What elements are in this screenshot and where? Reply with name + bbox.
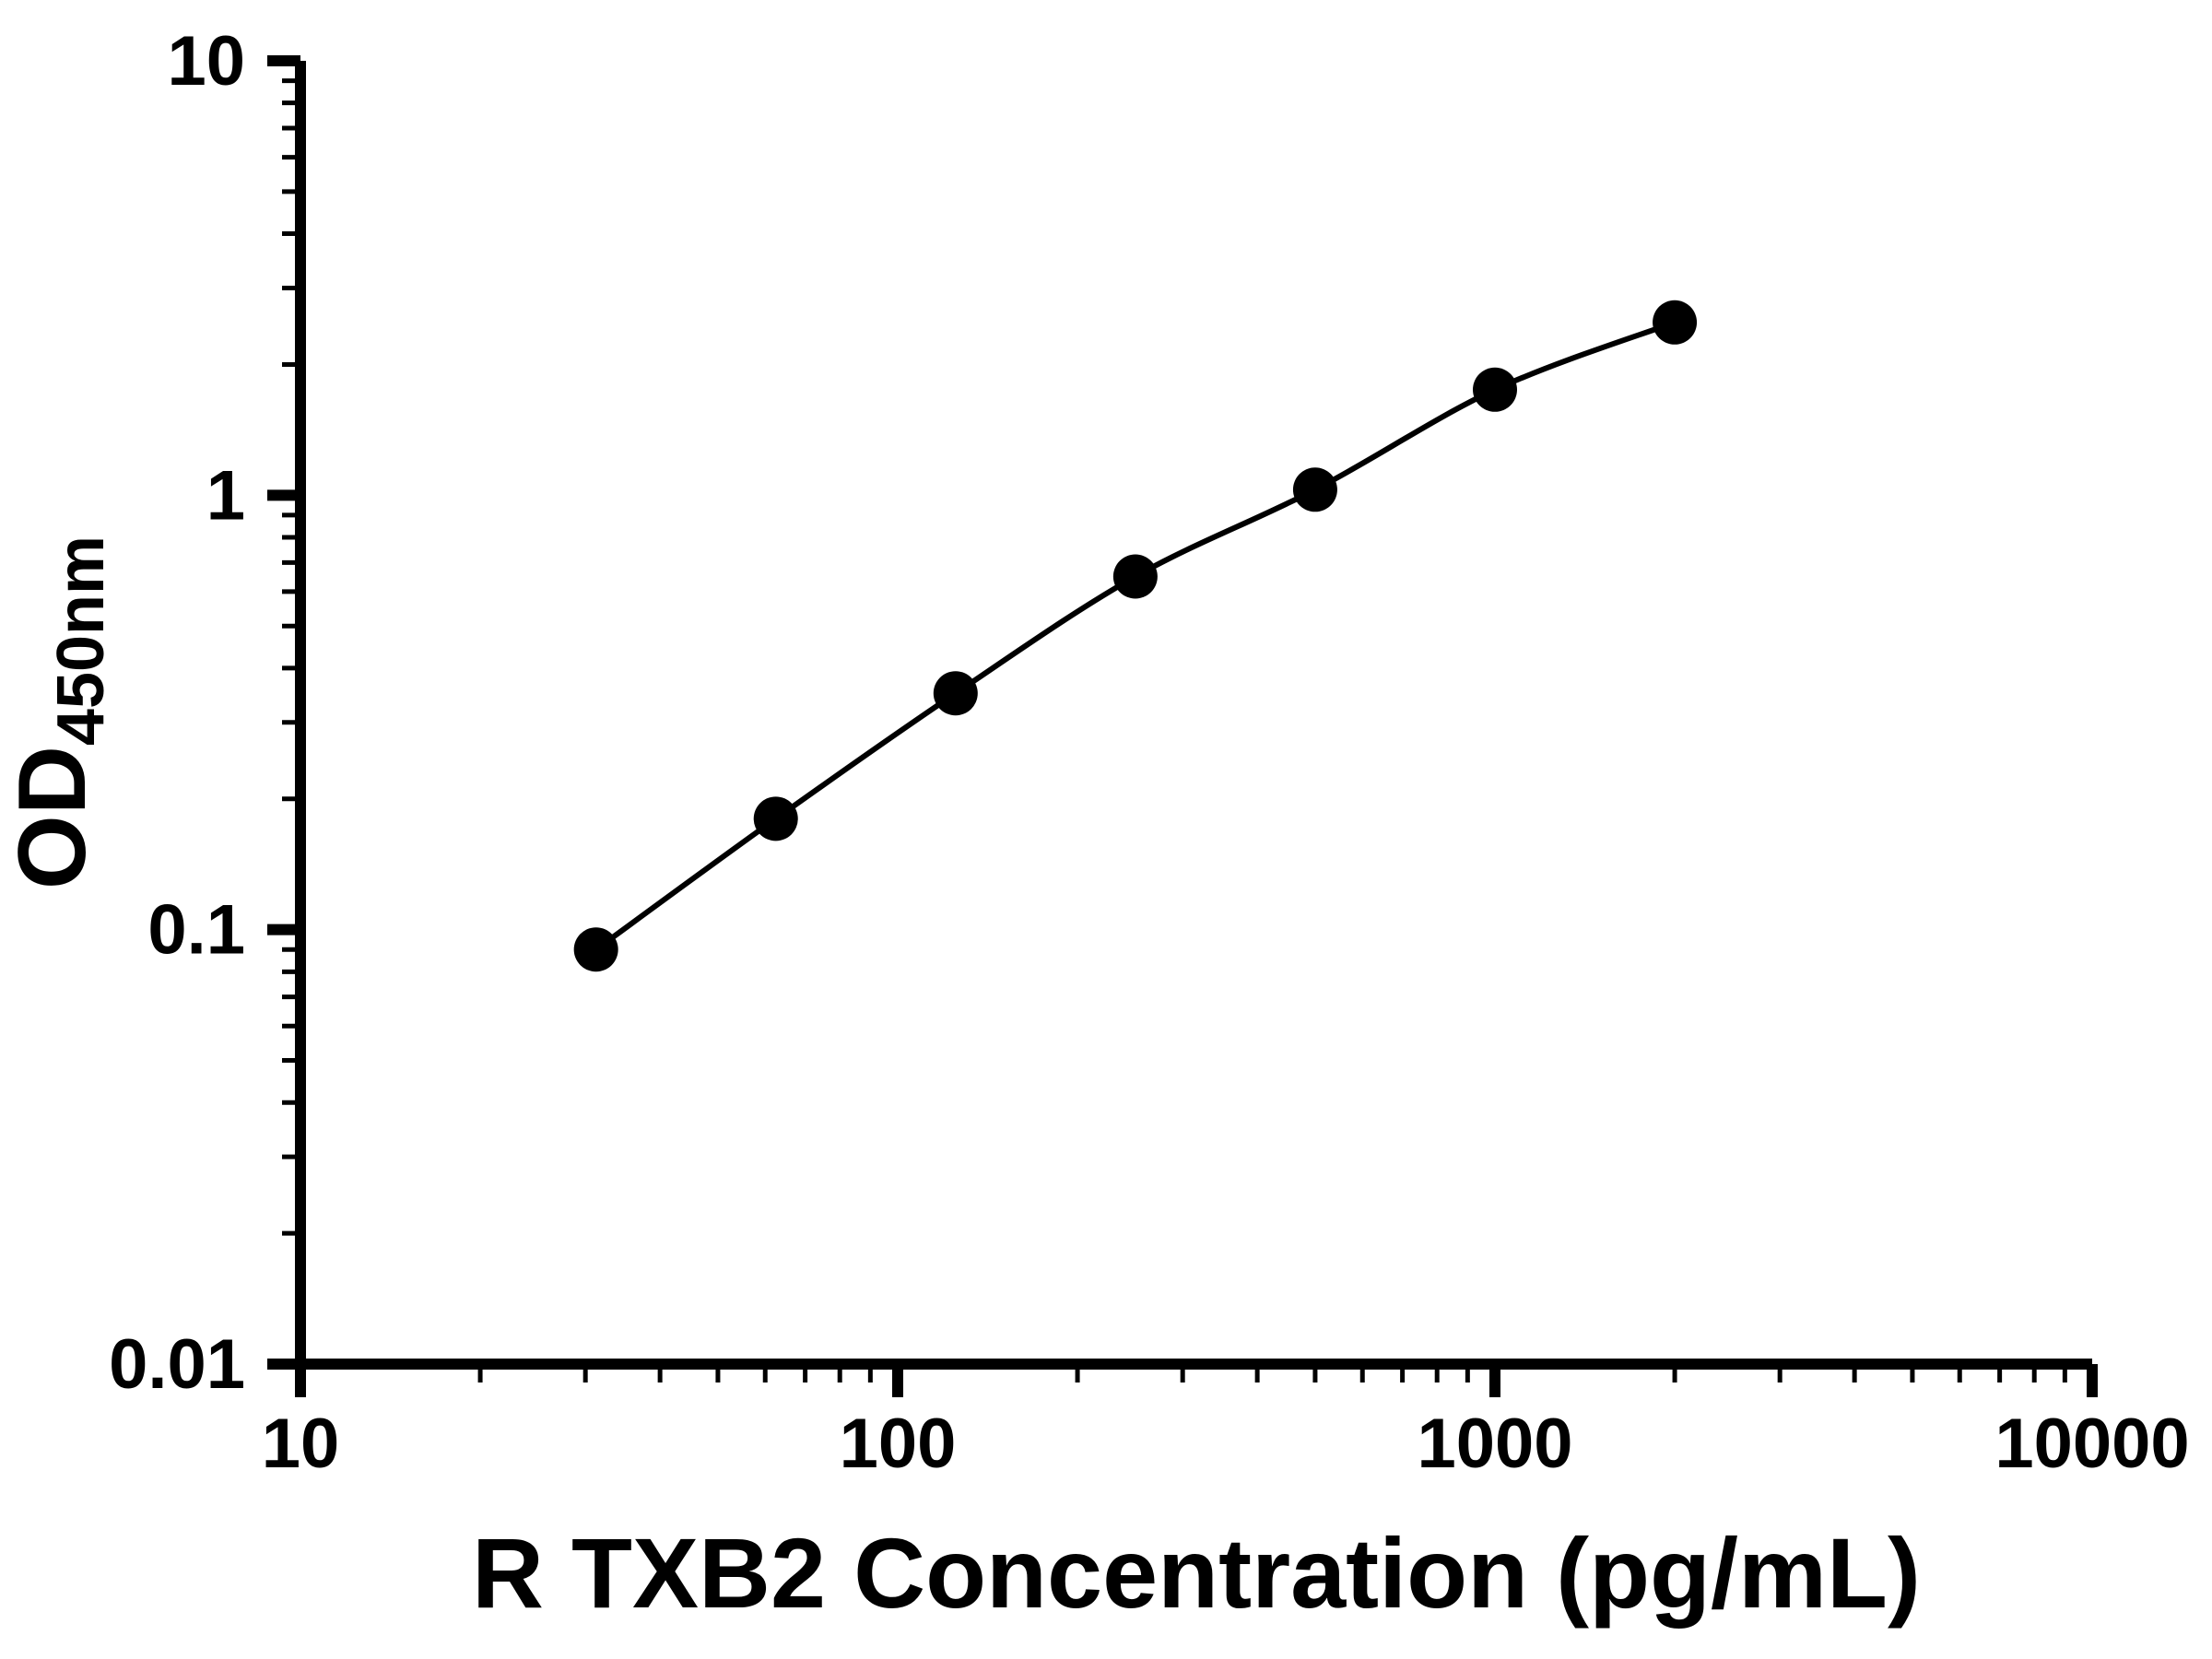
data-point-marker — [573, 927, 618, 972]
y-axis-tick-label: 10 — [167, 22, 245, 100]
x-axis-tick-label: 1000 — [1417, 1405, 1572, 1483]
data-point-marker — [1473, 367, 1517, 412]
y-axis-tick-label: 0.1 — [147, 891, 245, 970]
y-axis-tick-label: 0.01 — [109, 1325, 245, 1404]
x-axis-title: R TXB2 Concentration (pg/mL) — [472, 1517, 1921, 1629]
axis-spines — [295, 61, 2092, 1370]
x-axis-tick-label: 100 — [840, 1405, 957, 1483]
x-axis-tick-label: 10000 — [1994, 1405, 2189, 1483]
y-axis-title: OD450nm — [0, 535, 118, 889]
data-point-marker — [1653, 300, 1698, 345]
data-point-marker — [1112, 554, 1158, 599]
y-axis-title-main: OD — [0, 746, 106, 889]
data-point-marker — [933, 671, 978, 716]
x-axis-tick-label: 10 — [262, 1405, 340, 1483]
data-point-marker — [1292, 467, 1337, 512]
standard-curve-line — [594, 319, 1677, 952]
y-axis-title-subscript: 450nm — [44, 535, 118, 746]
y-axis-tick-label: 1 — [206, 456, 245, 535]
data-point-marker — [753, 796, 798, 841]
